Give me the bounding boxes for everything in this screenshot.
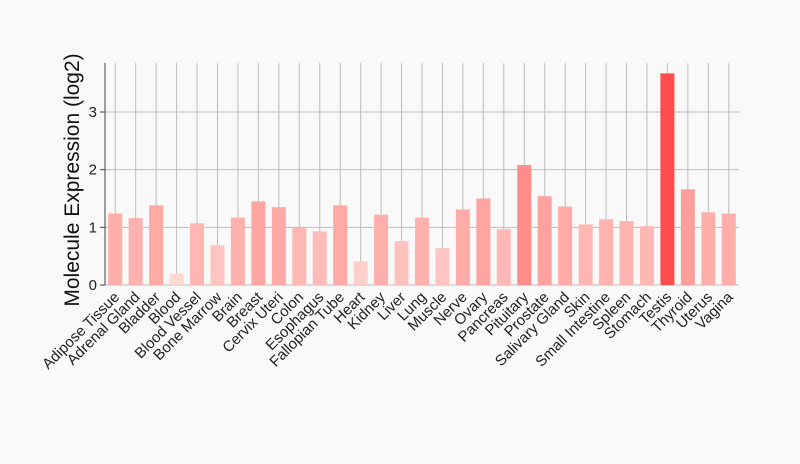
bar-bladder[interactable] <box>149 205 164 285</box>
bar-pituitary[interactable] <box>517 165 532 285</box>
bar-salivary-gland[interactable] <box>558 206 573 285</box>
bar-skin[interactable] <box>578 224 593 285</box>
y-tick-label: 0 <box>89 277 97 294</box>
bar-thyroid[interactable] <box>680 189 695 285</box>
bar-bone-marrow[interactable] <box>210 245 225 285</box>
bar-small-intestine[interactable] <box>599 219 614 285</box>
bar-pancreas[interactable] <box>496 229 511 285</box>
bar-uterus[interactable] <box>701 212 716 285</box>
bar-fallopian-tube[interactable] <box>333 205 348 285</box>
bar-brain[interactable] <box>230 217 245 285</box>
y-tick-label: 3 <box>89 104 97 121</box>
bar-adipose-tissue[interactable] <box>108 213 123 285</box>
bar-kidney[interactable] <box>374 214 389 285</box>
bar-testis[interactable] <box>660 73 675 286</box>
y-axis-label: Molecule Expression (log2) <box>61 53 84 306</box>
bar-cervix-uteri[interactable] <box>271 207 286 285</box>
bar-prostate[interactable] <box>537 196 552 285</box>
y-tick-label: 1 <box>89 219 97 236</box>
bar-colon[interactable] <box>292 227 307 285</box>
bar-blood[interactable] <box>169 273 184 285</box>
bar-breast[interactable] <box>251 201 266 285</box>
bar-nerve[interactable] <box>455 209 470 285</box>
bar-esophagus[interactable] <box>312 231 327 285</box>
y-axis-ticks: 0 1 2 3 <box>89 63 106 294</box>
y-tick-label: 2 <box>89 162 97 179</box>
bar-stomach[interactable] <box>639 226 654 285</box>
bar-lung[interactable] <box>415 217 429 285</box>
bar-liver[interactable] <box>394 241 409 285</box>
bar-ovary[interactable] <box>476 198 491 285</box>
bar-blood-vessel[interactable] <box>190 223 205 285</box>
bar-layer <box>108 73 736 286</box>
bar-vagina[interactable] <box>721 213 736 285</box>
bar-adrenal-gland[interactable] <box>128 218 143 285</box>
bar-muscle[interactable] <box>435 248 450 285</box>
bar-spleen[interactable] <box>619 220 634 285</box>
bar-heart[interactable] <box>353 261 368 285</box>
